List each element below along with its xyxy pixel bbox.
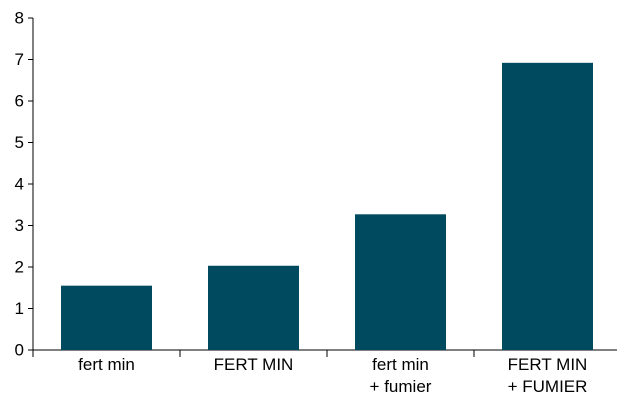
y-tick-label: 8 bbox=[15, 9, 24, 28]
bar bbox=[61, 285, 152, 350]
x-category-label: + FUMIER bbox=[508, 377, 588, 396]
x-category-label: FERT MIN bbox=[214, 355, 294, 374]
x-category-label: + fumier bbox=[370, 377, 432, 396]
y-tick-label: 1 bbox=[15, 299, 24, 318]
x-category-label: fert min bbox=[78, 355, 135, 374]
y-tick-label: 0 bbox=[15, 341, 24, 360]
bars bbox=[61, 62, 593, 350]
y-axis: 0 1 2 3 4 5 6 7 8 bbox=[15, 9, 34, 360]
y-tick-label: 7 bbox=[15, 50, 24, 69]
y-tick-label: 5 bbox=[15, 133, 24, 152]
x-category-label: fert min bbox=[372, 355, 429, 374]
bar bbox=[502, 62, 593, 350]
x-category-label: FERT MIN bbox=[508, 355, 588, 374]
y-tick-label: 2 bbox=[15, 258, 24, 277]
y-tick-label: 6 bbox=[15, 92, 24, 111]
x-axis: fert min FERT MIN fert min + fumier FERT MIN… bbox=[32, 349, 617, 396]
bar bbox=[208, 265, 299, 350]
bar bbox=[355, 214, 446, 350]
y-tick-label: 4 bbox=[15, 175, 24, 194]
y-tick-label: 3 bbox=[15, 216, 24, 235]
